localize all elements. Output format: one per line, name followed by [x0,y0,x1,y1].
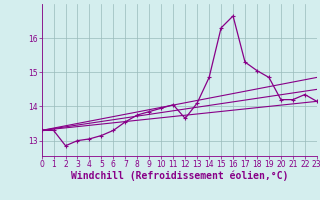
X-axis label: Windchill (Refroidissement éolien,°C): Windchill (Refroidissement éolien,°C) [70,171,288,181]
